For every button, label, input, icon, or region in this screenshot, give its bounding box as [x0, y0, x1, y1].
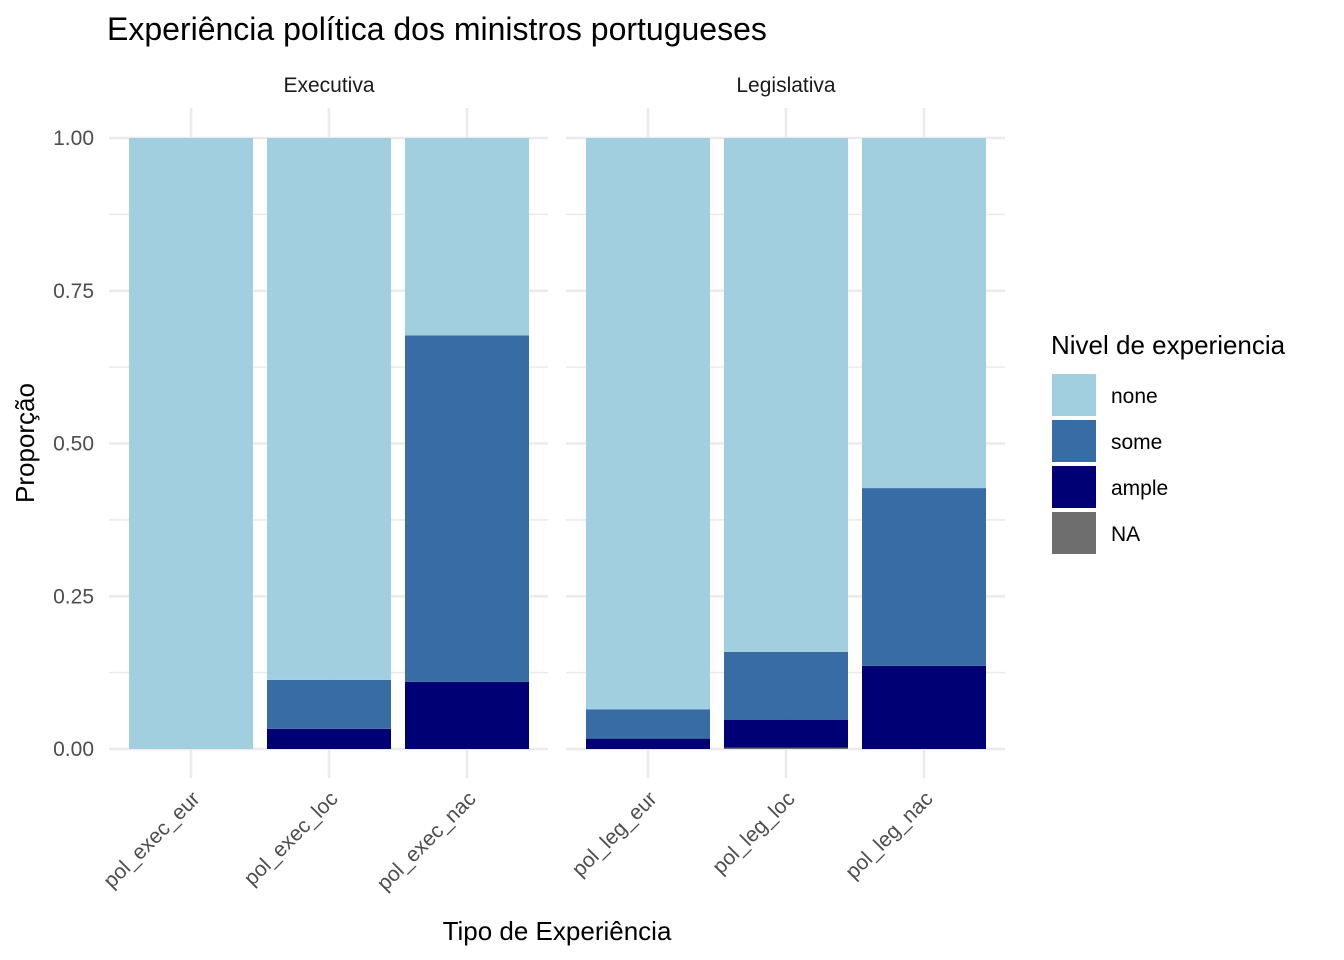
bar-segment-pol_leg_loc-NA	[724, 747, 848, 749]
bar-segment-pol_exec_nac-ample	[405, 681, 529, 749]
y-tick-label: 0.50	[53, 433, 94, 456]
y-axis: 0.00 0.25 0.50 0.75 1.00	[53, 127, 94, 761]
facet-executiva: Executiva pol_exec_eur pol_exec_loc pol_ex…	[99, 74, 548, 895]
bar-segment-pol_exec_loc-some	[267, 679, 391, 729]
legend-swatch-none	[1052, 374, 1096, 416]
x-tick-label: pol_leg_eur	[568, 787, 662, 881]
x-tick-label: pol_exec_nac	[373, 787, 481, 895]
legend-label-none: none	[1111, 385, 1158, 408]
bar-segment-pol_leg_nac-some	[862, 488, 986, 666]
legend-label-ample: ample	[1111, 477, 1168, 500]
x-axis-label: Tipo de Experiência	[443, 916, 672, 946]
x-tick-label: pol_leg_nac	[841, 787, 937, 883]
bar-segment-pol_leg_eur-some	[586, 709, 710, 739]
bar-segment-pol_exec_nac-none	[405, 138, 529, 336]
legend-swatch-ample	[1052, 466, 1096, 508]
y-tick-label: 0.25	[53, 585, 94, 608]
bar-segment-pol_leg_loc-ample	[724, 719, 848, 748]
bar-segment-pol_leg_loc-none	[724, 138, 848, 652]
facet-label-executiva: Executiva	[283, 74, 374, 97]
legend-label-some: some	[1111, 431, 1162, 454]
bar-segment-pol_exec_nac-some	[405, 335, 529, 682]
y-axis-label: Proporção	[10, 383, 40, 503]
bar-segment-pol_leg_loc-some	[724, 651, 848, 720]
bar-segment-pol_leg_nac-ample	[862, 665, 986, 749]
bar-segment-pol_leg_eur-ample	[586, 738, 710, 749]
legend-label-NA: NA	[1111, 523, 1140, 546]
facet-label-legislativa: Legislativa	[736, 74, 836, 97]
legend-swatch-some	[1052, 420, 1096, 462]
bar-segment-pol_leg_nac-none	[862, 138, 986, 489]
facet-bars	[586, 138, 986, 749]
bar-segment-pol_leg_eur-none	[586, 138, 710, 710]
chart-title: Experiência política dos ministros portu…	[107, 11, 767, 47]
facet-bars	[129, 138, 529, 749]
x-tick-label: pol_exec_loc	[240, 787, 343, 890]
legend-items: none some ample NA	[1052, 374, 1168, 554]
y-tick-label: 0.00	[53, 738, 94, 761]
x-tick-label: pol_exec_eur	[99, 787, 204, 892]
bar-segment-pol_exec_loc-ample	[267, 728, 391, 749]
legend-title: Nivel de experiencia	[1051, 330, 1286, 360]
facet-legislativa: Legislativa pol_leg_eur pol_leg_loc pol_le…	[566, 74, 1005, 884]
legend: Nivel de experiencia none some ample NA	[1051, 330, 1286, 554]
x-tick-label: pol_leg_loc	[708, 787, 799, 878]
x-tick-labels: pol_exec_eur pol_exec_loc pol_exec_nac	[99, 787, 480, 895]
x-tick-labels: pol_leg_eur pol_leg_loc pol_leg_nac	[568, 787, 938, 883]
bar-segment-pol_exec_eur-none	[129, 138, 253, 749]
y-tick-label: 0.75	[53, 280, 94, 303]
bar-segment-pol_exec_loc-none	[267, 138, 391, 680]
legend-swatch-NA	[1052, 512, 1096, 554]
y-tick-label: 1.00	[53, 127, 94, 150]
